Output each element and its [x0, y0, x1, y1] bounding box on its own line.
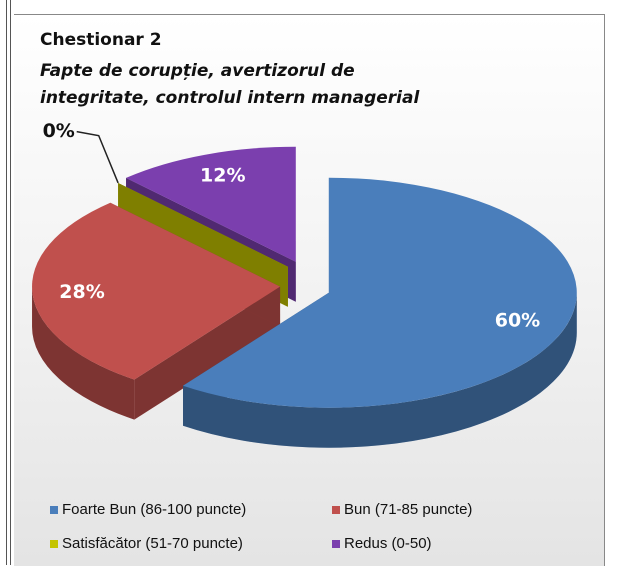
legend-marker — [332, 540, 340, 548]
border-line — [10, 0, 11, 565]
chart-subtitle: Fapte de corupție, avertizorul de integr… — [40, 61, 420, 108]
legend-label: Satisfăcător (51-70 puncte) — [62, 535, 243, 552]
slice-top — [32, 202, 281, 380]
slice-shade — [134, 286, 281, 420]
legend-label: Foarte Bun (86-100 puncte) — [62, 501, 246, 518]
slice-top — [126, 146, 296, 262]
leader-line — [76, 130, 119, 184]
slice-side — [32, 286, 135, 420]
data-label: 28% — [59, 281, 104, 303]
legend-label: Redus (0-50) — [344, 535, 432, 552]
legend-label: Bun (71-85 puncte) — [344, 501, 472, 518]
slice-shade — [32, 286, 135, 420]
slice-side — [134, 286, 281, 420]
legend-marker — [50, 506, 58, 514]
slice-side — [183, 292, 577, 448]
legend-marker — [332, 506, 340, 514]
slice — [183, 177, 577, 448]
data-label: 0% — [43, 120, 75, 142]
chart-title: Chestionar 2 — [40, 30, 162, 50]
legend-marker — [50, 540, 58, 548]
slice-shade — [183, 292, 577, 448]
data-label: 12% — [200, 165, 245, 187]
data-label: 60% — [495, 310, 540, 332]
slice-top — [183, 177, 577, 408]
border-line — [6, 0, 7, 565]
slice — [32, 202, 281, 420]
